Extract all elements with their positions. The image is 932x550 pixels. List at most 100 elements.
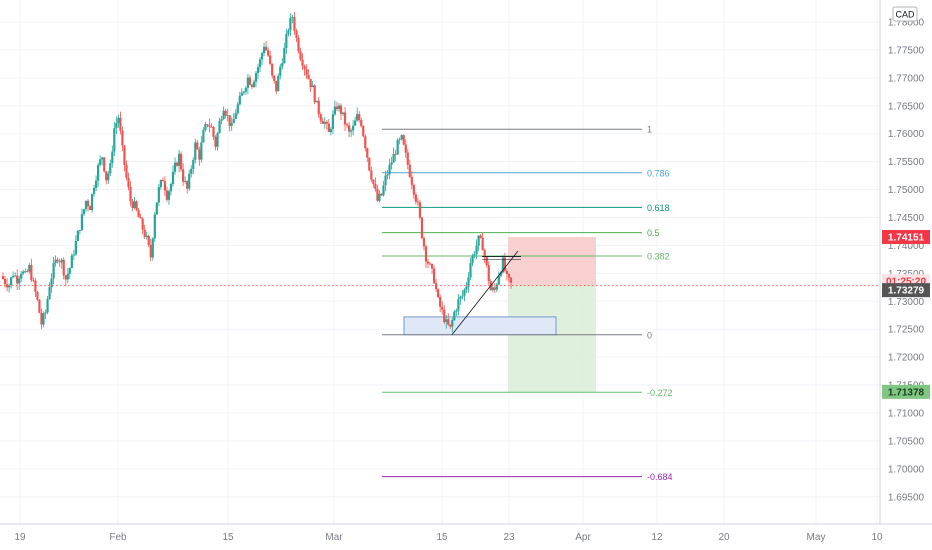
candle-body: [248, 77, 252, 85]
candle-body: [54, 259, 57, 264]
candle-body: [283, 47, 286, 64]
candle-body: [481, 237, 484, 251]
candle-body: [10, 277, 13, 286]
candle-body: [155, 202, 158, 215]
candle-body: [20, 273, 23, 279]
candle-body: [354, 120, 357, 126]
candle-body: [147, 235, 150, 245]
candle-body: [64, 275, 67, 280]
candle-body: [260, 53, 264, 60]
candle-body: [451, 320, 454, 327]
candle-body: [212, 126, 215, 137]
candle-body: [505, 270, 509, 275]
candle-body: [190, 168, 193, 174]
fibonacci-retracement[interactable]: 1 0.786 0.618 0.5 0.382 0 -0.272 -0.684: [382, 125, 673, 482]
candle-body: [149, 244, 152, 258]
candle-body: [307, 74, 310, 79]
candle-body: [499, 272, 502, 276]
candle-body: [447, 319, 450, 325]
candle-body: [88, 206, 92, 210]
candle-body: [177, 153, 181, 166]
candle-body: [180, 153, 183, 170]
x-tick-label: 23: [503, 532, 515, 543]
candle-body: [497, 275, 500, 285]
candle-body: [14, 275, 17, 277]
candle-body: [58, 261, 61, 263]
candle-body: [467, 277, 470, 287]
demand-zone-box[interactable]: [403, 316, 557, 336]
current-price-tag-bg: [882, 283, 930, 298]
candle-body: [34, 280, 37, 292]
candle-body: [287, 30, 290, 35]
fib-level-label: 0.618: [647, 203, 670, 213]
candle-body: [341, 112, 345, 114]
candle-body: [491, 287, 494, 291]
candle-body: [42, 313, 45, 325]
candle-body: [493, 287, 496, 290]
candle-body: [445, 319, 448, 323]
y-tick-label: 1.74000: [888, 241, 925, 252]
candle-body: [68, 268, 71, 274]
user-drawings[interactable]: [0, 250, 880, 336]
candle-body: [226, 115, 229, 117]
candle-body: [230, 123, 233, 126]
candle-body: [408, 164, 411, 177]
candle-body: [12, 276, 15, 278]
candle-body: [394, 153, 397, 155]
x-tick-label: 19: [14, 532, 26, 543]
candle-body: [347, 125, 351, 132]
x-tick-label: Mar: [325, 532, 343, 543]
target-price-tag-text: 1.71378: [888, 387, 925, 398]
candle-body: [22, 271, 25, 274]
candle-body: [141, 218, 144, 230]
candle-body: [24, 271, 27, 273]
candle-body: [228, 115, 231, 126]
candle-body: [82, 209, 86, 215]
candle-body: [432, 268, 436, 284]
candle-body: [111, 151, 114, 164]
candle-body: [461, 295, 464, 297]
take-profit-zone[interactable]: [508, 285, 596, 392]
candle-body: [297, 37, 300, 52]
candle-body: [475, 245, 478, 255]
candle-body: [277, 75, 280, 92]
candle-body: [501, 257, 504, 273]
candle-body: [234, 113, 237, 120]
candle-body: [337, 105, 341, 110]
current-price-tag: 1.73279: [882, 283, 930, 298]
x-tick-label: 12: [651, 532, 663, 543]
trendline-drawing[interactable]: [451, 250, 519, 336]
candle-body: [477, 235, 480, 246]
candle-body: [119, 117, 122, 131]
candle-body: [84, 200, 88, 210]
candle-body: [56, 259, 59, 262]
candle-body: [80, 214, 84, 231]
candle-body: [16, 275, 19, 284]
candle-body: [165, 190, 169, 200]
candle-body: [184, 181, 187, 182]
candle-body: [410, 176, 413, 185]
candle-body: [72, 254, 75, 256]
candle-body: [109, 163, 112, 174]
candle-body: [238, 95, 241, 105]
candle-body: [457, 299, 460, 311]
candle-body: [38, 299, 41, 313]
candle-body: [416, 201, 419, 203]
candle-body: [509, 277, 513, 283]
candle-body: [200, 142, 203, 160]
candle-body: [52, 263, 55, 279]
candle-body: [36, 291, 39, 300]
currency-badge[interactable]: CAD: [892, 6, 918, 22]
stop-loss-zone[interactable]: [508, 236, 596, 286]
candle-body: [78, 230, 82, 231]
candle-body: [46, 298, 49, 313]
candle-body: [60, 259, 63, 263]
y-tick-label: 1.75000: [888, 185, 925, 196]
candle-body: [220, 119, 223, 121]
candle-body: [169, 184, 173, 192]
candle-body: [222, 110, 225, 120]
candle-body: [167, 191, 171, 200]
currency-label: CAD: [895, 10, 915, 20]
candle-body: [437, 289, 440, 298]
